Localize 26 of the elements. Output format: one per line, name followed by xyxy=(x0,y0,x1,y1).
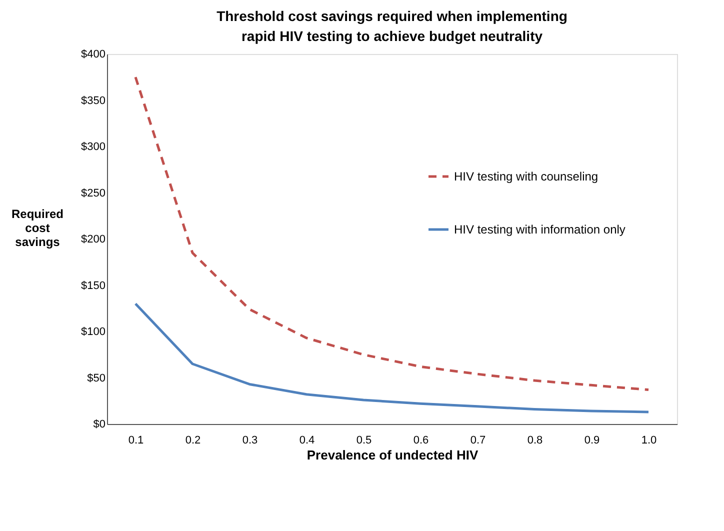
y-tick-label: $350 xyxy=(81,94,106,107)
x-tick-label: 1.0 xyxy=(641,434,657,446)
x-tick-label: 0.4 xyxy=(299,434,315,446)
x-tick-label: 0.6 xyxy=(413,434,429,446)
y-axis-title: Required cost savings xyxy=(11,207,64,249)
x-tick-label: 0.5 xyxy=(356,434,372,446)
chart-title: Threshold cost savings required when implementing rapid HIV testing to achieve budget neutrality xyxy=(216,8,568,44)
x-tick-label: 0.3 xyxy=(242,434,258,446)
x-axis-title: Prevalence of undected HIV xyxy=(306,448,478,462)
y-tick-label: $400 xyxy=(81,48,106,60)
y-tick-label: $250 xyxy=(81,187,106,200)
y-tick-label: $0 xyxy=(93,418,106,430)
legend-label: HIV testing with counseling xyxy=(454,170,598,184)
x-tick-label: 0.2 xyxy=(185,434,201,446)
legend-label: HIV testing with information only xyxy=(454,222,626,236)
y-tick-label: $50 xyxy=(87,372,106,384)
x-tick-label: 0.9 xyxy=(584,434,600,446)
y-tick-label: $150 xyxy=(81,280,106,292)
x-tick-label: 0.7 xyxy=(470,434,486,446)
y-tick-label: $200 xyxy=(81,234,106,246)
y-tick-label: $100 xyxy=(81,326,106,338)
line-series xyxy=(134,76,650,392)
y-tick-label: $300 xyxy=(81,141,106,153)
x-tick-label: 0.1 xyxy=(128,434,144,446)
x-tick-label: 0.8 xyxy=(527,434,543,446)
line-series xyxy=(134,302,650,414)
